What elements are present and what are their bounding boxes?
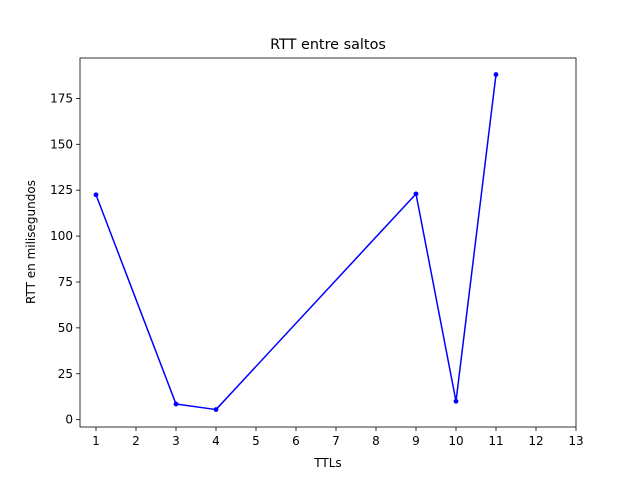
y-tick-label: 150 [50, 137, 73, 151]
y-tick-label: 175 [50, 91, 73, 105]
series-line [95, 74, 497, 411]
x-tick-label: 7 [332, 434, 340, 448]
x-tick-label: 10 [448, 434, 463, 448]
x-tick-label: 2 [132, 434, 140, 448]
x-tick-label: 6 [292, 434, 300, 448]
x-tick-label: 1 [92, 434, 100, 448]
chart-title: RTT entre saltos [270, 37, 386, 53]
axes-frame [79, 57, 577, 428]
y-tick-label: 100 [50, 229, 73, 243]
x-tick-label: 9 [412, 434, 420, 448]
y-tick-label: 0 [65, 413, 73, 427]
data-point [93, 192, 99, 198]
y-tick-label: 50 [58, 321, 73, 335]
y-tick-label: 75 [58, 275, 73, 289]
x-axis-label: TTLs [313, 456, 341, 470]
data-point [453, 398, 459, 404]
x-tick-label: 4 [212, 434, 220, 448]
x-tick-label: 8 [372, 434, 380, 448]
data-point [213, 407, 219, 412]
x-tick-label: 13 [568, 434, 583, 448]
data-point [173, 401, 179, 407]
x-tick-label: 11 [488, 434, 503, 448]
y-tick-label: 25 [58, 367, 73, 381]
data-point [493, 72, 499, 77]
x-tick-label: 12 [528, 434, 543, 448]
x-tick-label: 3 [172, 434, 180, 448]
y-axis-label: RTT en milisegundos [24, 180, 38, 304]
data-point [413, 191, 419, 197]
y-tick-label: 125 [50, 183, 73, 197]
x-tick-label: 5 [252, 434, 260, 448]
